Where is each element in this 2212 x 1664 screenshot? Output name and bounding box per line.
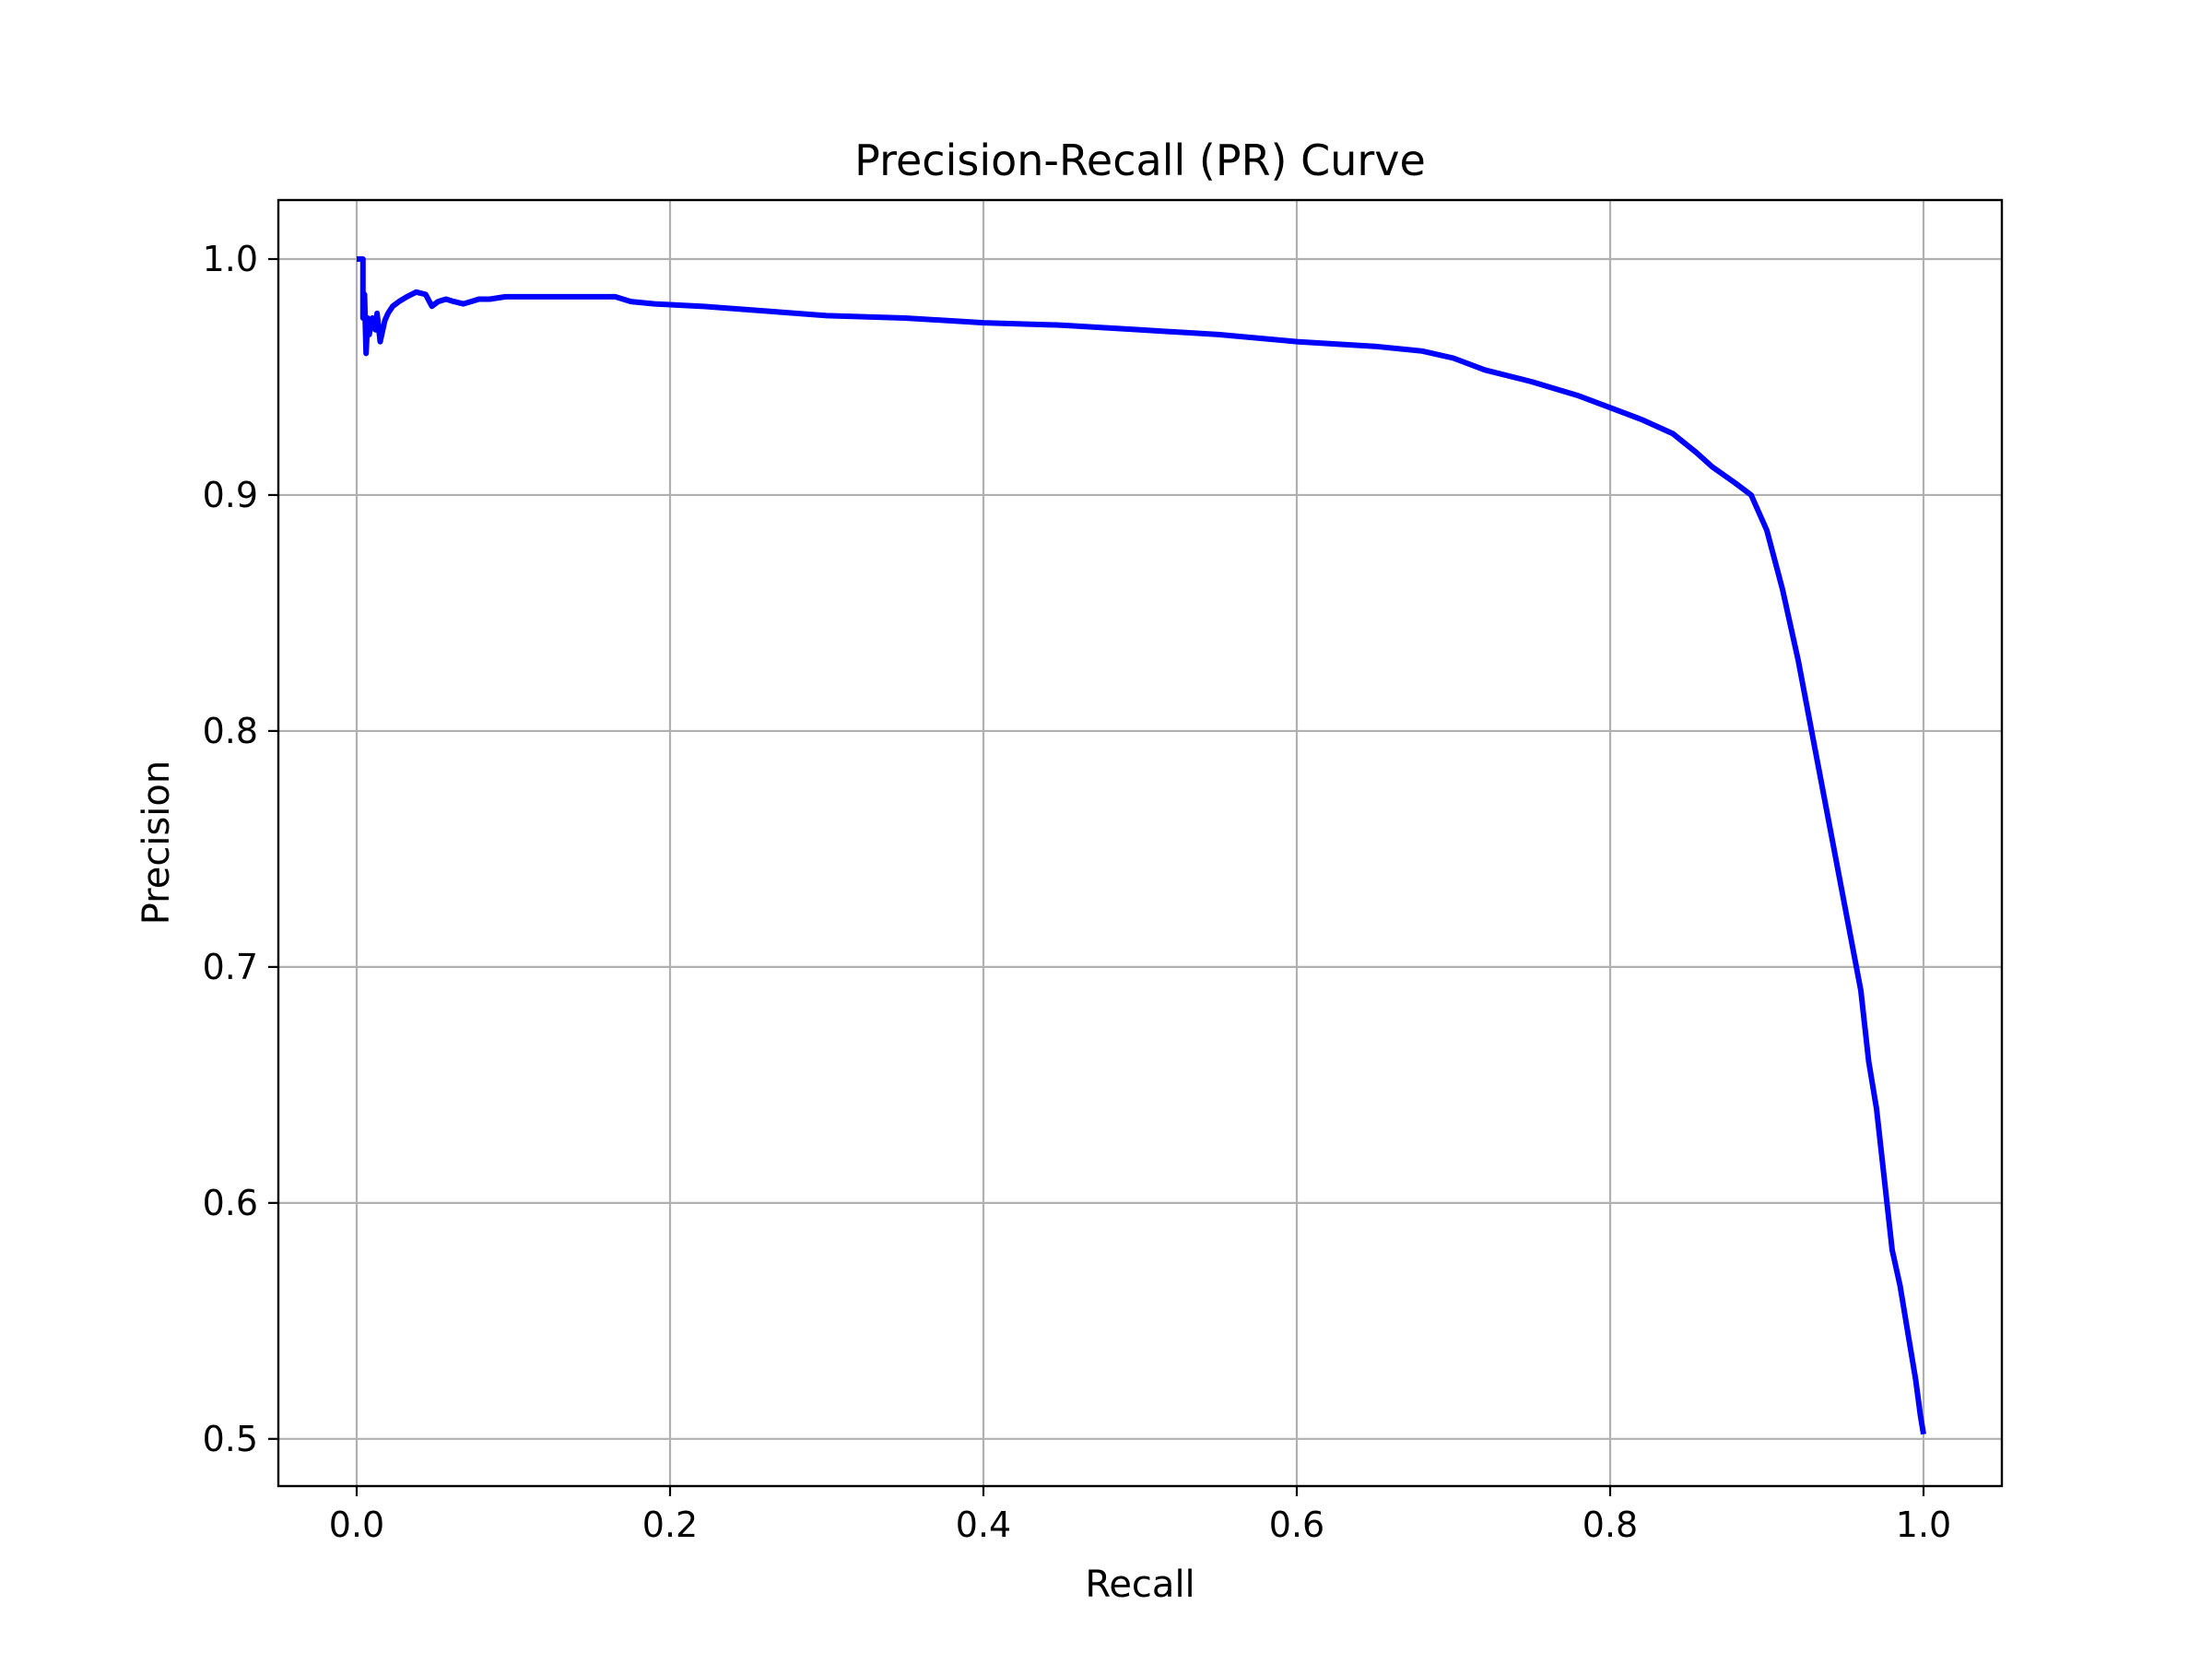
y-tick-label: 0.6 — [203, 1183, 258, 1223]
y-tick-label: 1.0 — [203, 239, 258, 279]
x-tick-label: 0.8 — [1583, 1505, 1638, 1545]
x-axis-label: Recall — [1085, 1564, 1194, 1606]
y-tick-label: 0.7 — [203, 947, 258, 987]
y-tick-label: 0.8 — [203, 711, 258, 751]
axis-ticks: 0.0 0.2 0.4 0.6 0.8 1.0 0.5 0.6 0.7 0.8 0.9 1.0 — [203, 239, 1952, 1545]
series-layer — [357, 256, 1926, 1435]
x-tick-label: 0.6 — [1269, 1505, 1324, 1545]
grid-lines — [278, 200, 2002, 1486]
y-tick-label: 0.9 — [203, 475, 258, 515]
x-tick-label: 0.4 — [956, 1505, 1011, 1545]
x-tick-label: 0.0 — [329, 1505, 384, 1545]
x-tick-label: 0.2 — [642, 1505, 698, 1545]
chart-title: Precision-Recall (PR) Curve — [854, 136, 1426, 185]
y-axis-label: Precision — [135, 761, 178, 925]
y-tick-label: 0.5 — [203, 1419, 258, 1459]
plot-frame — [276, 198, 2004, 1488]
pr-curve-series-line — [357, 256, 1926, 1435]
x-tick-label: 1.0 — [1896, 1505, 1951, 1545]
